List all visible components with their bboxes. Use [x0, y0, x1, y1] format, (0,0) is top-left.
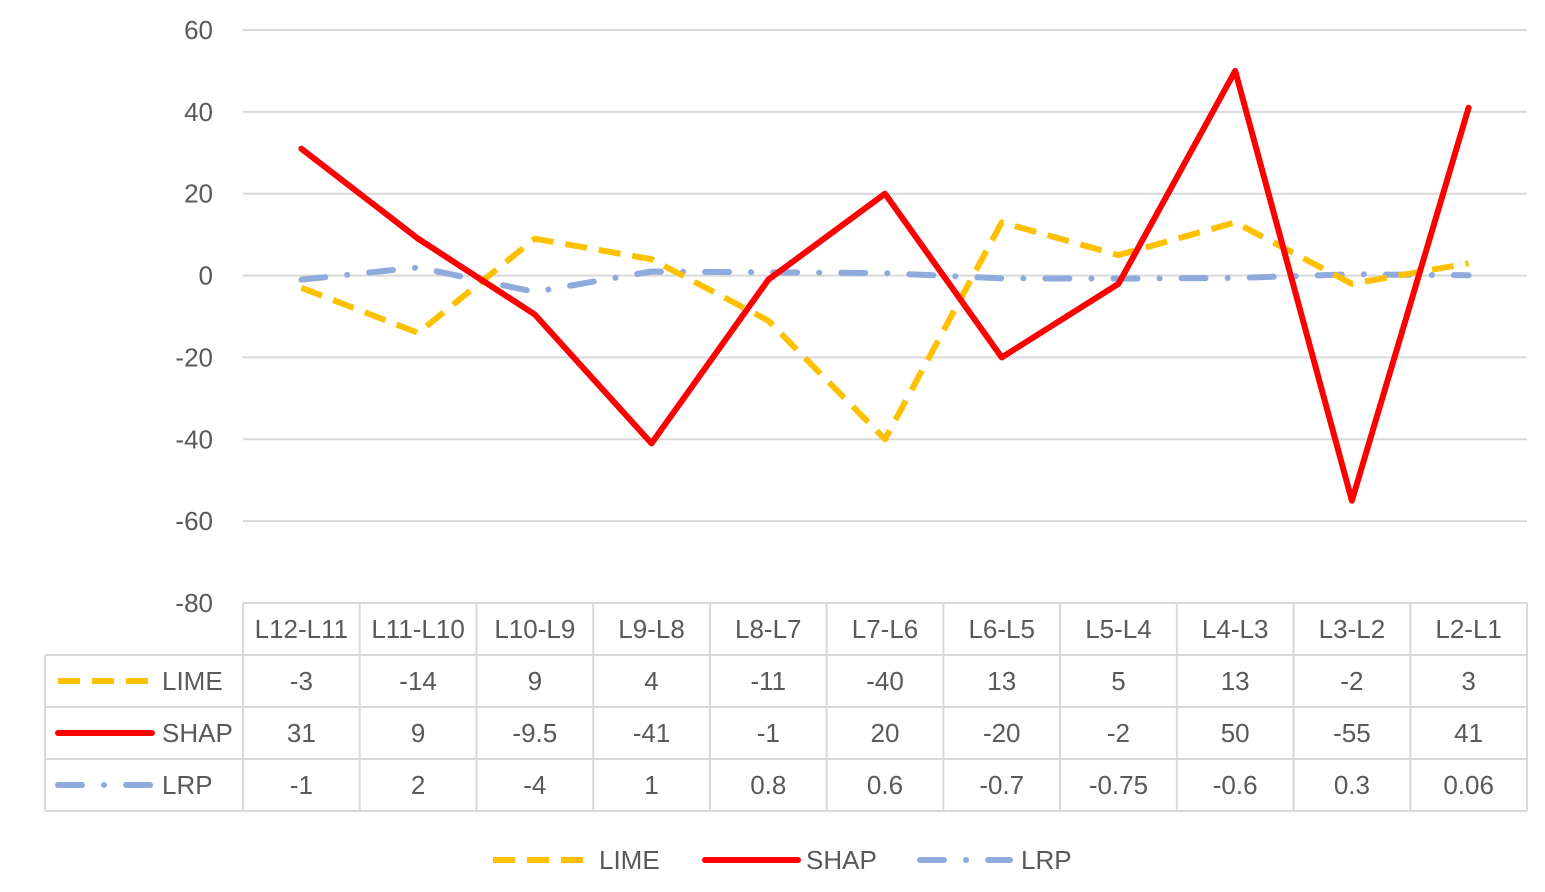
y-tick-label: -20	[175, 342, 213, 372]
y-tick-label: -60	[175, 506, 213, 536]
data-label: 31	[287, 718, 316, 748]
series-line-lrp	[298, 264, 1472, 295]
data-label: 13	[987, 666, 1016, 696]
data-label: 0.8	[750, 770, 786, 800]
data-label: 1	[644, 770, 658, 800]
data-label: -2	[1107, 718, 1130, 748]
data-label: -0.7	[979, 770, 1024, 800]
data-label: 0.06	[1443, 770, 1494, 800]
data-label: 3	[1461, 666, 1475, 696]
x-category-label: L9-L8	[618, 614, 685, 644]
y-tick-label: -80	[175, 588, 213, 618]
x-category-label: L10-L9	[494, 614, 575, 644]
data-label: -40	[866, 666, 904, 696]
x-category-label: L4-L3	[1202, 614, 1269, 644]
y-tick-label: 60	[184, 15, 213, 45]
legend-label: SHAP	[806, 845, 877, 875]
data-label: -1	[290, 770, 313, 800]
data-label: -0.75	[1089, 770, 1148, 800]
data-label: 5	[1111, 666, 1125, 696]
y-axis-tick-labels: 60 40 20 0 -20 -40 -60 -80	[175, 15, 213, 618]
legend: LIME SHAP LRP	[493, 845, 1072, 875]
series-line-shap	[298, 67, 1472, 504]
data-label: -1	[757, 718, 780, 748]
x-category-label: L8-L7	[735, 614, 802, 644]
legend-label: LRP	[1021, 845, 1072, 875]
series-line-lime	[300, 219, 1470, 443]
y-tick-label: 20	[184, 179, 213, 209]
x-category-label: L2-L1	[1435, 614, 1502, 644]
data-label: -4	[523, 770, 546, 800]
data-label: 0.3	[1334, 770, 1370, 800]
data-label: -9.5	[512, 718, 557, 748]
y-tick-label: 0	[199, 261, 213, 291]
legend-label: LIME	[599, 845, 660, 875]
x-category-label: L12-L11	[255, 614, 349, 644]
data-label: 50	[1221, 718, 1250, 748]
data-label: -20	[983, 718, 1021, 748]
data-label: -11	[750, 666, 786, 696]
x-category-label: L5-L4	[1085, 614, 1152, 644]
data-label: 0.6	[867, 770, 903, 800]
series-lines	[298, 67, 1472, 504]
table-series-name: LIME	[162, 666, 223, 696]
data-label: 2	[411, 770, 425, 800]
data-label: -14	[399, 666, 437, 696]
data-label: -2	[1340, 666, 1363, 696]
data-label: 9	[528, 666, 542, 696]
table-series-name: SHAP	[162, 718, 233, 748]
data-label: 9	[411, 718, 425, 748]
data-label: 4	[644, 666, 658, 696]
data-table: L12-L11 L11-L10 L10-L9 L9-L8 L8-L7 L7-L6 L6-L5…	[44, 602, 1528, 812]
x-category-label: L3-L2	[1319, 614, 1386, 644]
y-tick-label: 40	[184, 97, 213, 127]
data-label: 41	[1454, 718, 1483, 748]
x-category-label: L6-L5	[968, 614, 1035, 644]
data-label: -41	[633, 718, 671, 748]
y-tick-label: -40	[175, 424, 213, 454]
data-label: -55	[1333, 718, 1371, 748]
data-label: 20	[871, 718, 900, 748]
x-category-label: L7-L6	[852, 614, 919, 644]
x-category-label: L11-L10	[371, 614, 465, 644]
table-series-name: LRP	[162, 770, 213, 800]
data-label: 13	[1221, 666, 1250, 696]
data-label: -0.6	[1213, 770, 1258, 800]
data-label: -3	[290, 666, 313, 696]
